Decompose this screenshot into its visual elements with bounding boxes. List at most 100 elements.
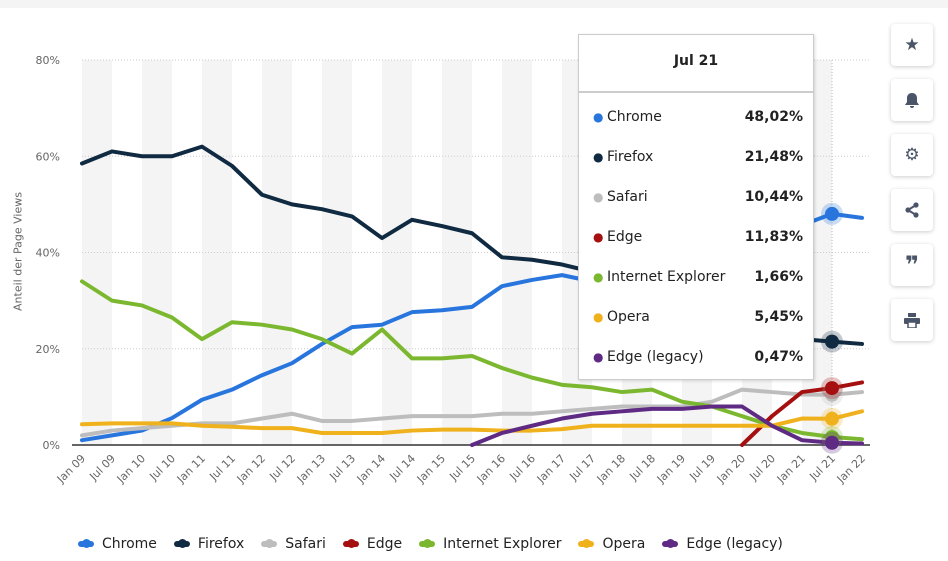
share-icon xyxy=(905,202,919,218)
legend-label: Internet Explorer xyxy=(443,536,562,552)
tooltip-row: ● Firefox 21,48% xyxy=(579,137,813,177)
x-tick-label: Jul 16 xyxy=(506,452,538,484)
legend-label: Safari xyxy=(285,536,326,552)
star-icon: ★ xyxy=(904,35,920,55)
y-tick-label: 20% xyxy=(36,343,60,356)
tooltip-series-name: Firefox xyxy=(607,149,654,165)
x-tick-label: Jul 18 xyxy=(626,452,658,484)
tooltip-series-value: 0,47% xyxy=(754,349,803,365)
legend-item[interactable]: Edge (legacy) xyxy=(662,536,783,552)
series-dot-icon: ● xyxy=(593,350,604,364)
legend-item[interactable]: Chrome xyxy=(78,536,157,552)
bell-icon xyxy=(905,92,919,108)
quote-icon: ❞ xyxy=(904,251,920,279)
legend-label: Edge (legacy) xyxy=(686,536,783,552)
x-tick-label: Jan 20 xyxy=(714,452,748,486)
legend-marker-icon xyxy=(173,539,190,548)
tooltip-row: ● Safari 10,44% xyxy=(579,177,813,217)
tooltip-series-value: 11,83% xyxy=(744,229,803,245)
print-button[interactable] xyxy=(891,299,933,341)
tooltip-series-name: Internet Explorer xyxy=(607,269,726,285)
series-dot-icon: ● xyxy=(593,110,604,124)
tooltip-series-value: 48,02% xyxy=(744,109,803,125)
legend: Chrome Firefox Safari Edge Internet Explorer… xyxy=(78,536,800,552)
x-tick-label: Jul 14 xyxy=(386,452,418,484)
tooltip-row: ● Edge (legacy) 0,47% xyxy=(579,337,813,377)
y-tick-label: 0% xyxy=(43,439,60,452)
x-tick-label: Jul 11 xyxy=(206,452,238,484)
tooltip-series-value: 5,45% xyxy=(754,309,803,325)
series-dot-icon: ● xyxy=(593,310,604,324)
x-tick-label: Jul 20 xyxy=(746,452,778,484)
legend-marker-icon xyxy=(578,539,595,548)
tooltip-series-value: 1,66% xyxy=(754,269,803,285)
y-tick-label: 80% xyxy=(36,54,60,67)
tooltip-series-name: Chrome xyxy=(607,109,662,125)
tooltip-series-name: Edge xyxy=(607,229,643,245)
x-tick-label: Jul 10 xyxy=(146,452,178,484)
tooltip: Jul 21 ● Chrome 48,02% ● Firefox 21,48% ● Safar… xyxy=(578,34,814,380)
notification-button[interactable] xyxy=(891,79,933,121)
x-tick-label: Jan 22 xyxy=(834,452,868,486)
legend-marker-icon xyxy=(342,539,359,548)
hover-point xyxy=(825,381,839,396)
tooltip-row: ● Opera 5,45% xyxy=(579,297,813,337)
legend-item[interactable]: Internet Explorer xyxy=(419,536,561,552)
x-tick-label: Jul 13 xyxy=(326,452,358,484)
tooltip-series-name: Safari xyxy=(607,189,648,205)
x-tick-label: Jul 19 xyxy=(686,452,718,484)
series-dot-icon: ● xyxy=(593,230,604,244)
x-tick-label: Jul 21 xyxy=(806,452,838,484)
legend-marker-icon xyxy=(419,539,436,548)
series-line-opera xyxy=(80,409,864,435)
legend-marker-icon xyxy=(78,539,94,548)
legend-label: Edge xyxy=(366,536,403,552)
series-dot-icon: ● xyxy=(593,190,604,204)
tooltip-series-name: Opera xyxy=(607,309,650,325)
legend-marker-icon xyxy=(662,539,679,548)
y-tick-label: 60% xyxy=(36,150,60,163)
x-tick-label: Jul 09 xyxy=(86,452,118,484)
legend-marker-icon xyxy=(261,539,278,548)
x-tick-label: Jan 13 xyxy=(294,452,328,486)
settings-button[interactable]: ⚙ xyxy=(891,134,933,176)
x-tick-label: Jan 14 xyxy=(354,452,388,486)
top-border xyxy=(0,0,948,8)
legend-item[interactable]: Safari xyxy=(261,536,326,552)
gear-icon: ⚙ xyxy=(904,145,920,165)
series-dot-icon: ● xyxy=(593,150,604,164)
x-tick-label: Jul 15 xyxy=(446,452,478,484)
series-line-internet-explorer xyxy=(80,279,864,442)
tooltip-series-value: 10,44% xyxy=(744,189,803,205)
cite-button[interactable]: ❞ xyxy=(891,244,933,286)
x-tick-label: Jul 17 xyxy=(566,452,598,484)
print-icon xyxy=(904,312,920,328)
legend-item[interactable]: Firefox xyxy=(173,536,245,552)
tooltip-series-name: Edge (legacy) xyxy=(607,349,704,365)
legend-item[interactable]: Opera xyxy=(578,536,645,552)
y-axis-label: Anteil der Page Views xyxy=(11,192,25,311)
x-tick-label: Jan 19 xyxy=(654,452,688,486)
sidebar-tools: ★ ⚙ ❞ xyxy=(891,24,933,354)
hover-point xyxy=(825,435,839,450)
tooltip-row: ● Chrome 48,02% xyxy=(579,97,813,137)
x-tick-label: Jan 12 xyxy=(234,452,268,486)
x-tick-label: Jul 12 xyxy=(266,452,298,484)
hover-point xyxy=(825,334,839,349)
x-tick-label: Jan 18 xyxy=(594,452,628,486)
hover-point xyxy=(825,206,839,221)
legend-item[interactable]: Edge xyxy=(342,536,403,552)
x-tick-label: Jan 15 xyxy=(414,452,448,486)
x-tick-label: Jan 16 xyxy=(474,452,508,486)
favorite-button[interactable]: ★ xyxy=(891,24,933,66)
series-line-edge-legacy- xyxy=(470,404,864,447)
tooltip-row: ● Internet Explorer 1,66% xyxy=(579,257,813,297)
x-tick-label: Jan 21 xyxy=(774,452,808,486)
x-tick-label: Jan 11 xyxy=(174,452,208,486)
tooltip-row: ● Edge 11,83% xyxy=(579,217,813,257)
tooltip-series-value: 21,48% xyxy=(744,149,803,165)
legend-label: Firefox xyxy=(197,536,245,552)
hover-point xyxy=(825,411,839,426)
share-button[interactable] xyxy=(891,189,933,231)
